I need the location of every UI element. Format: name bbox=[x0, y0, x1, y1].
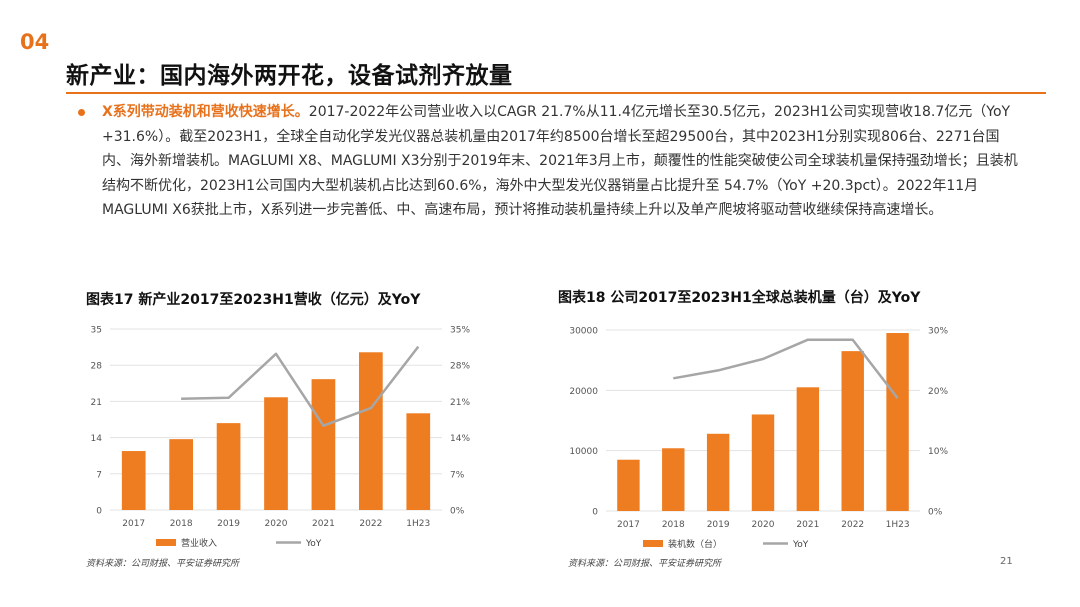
bar-2020 bbox=[751, 414, 775, 511]
bar-2020 bbox=[264, 397, 288, 510]
chart1-source: 资料来源：公司财报、平安证券研究所 bbox=[86, 559, 240, 569]
legend-line-label: YoY bbox=[792, 540, 809, 550]
y-tick-label: 10000 bbox=[569, 447, 598, 457]
x-tick-label: 2020 bbox=[752, 520, 775, 530]
bar-1H23 bbox=[886, 333, 909, 511]
y2-tick-label: 0% bbox=[450, 507, 465, 517]
bullet-paragraph: X系列带动装机和营收快速增长。2017-2022年公司营业收入以CAGR 21.… bbox=[102, 100, 1022, 223]
y2-tick-label: 21% bbox=[450, 398, 470, 408]
yoy-line bbox=[673, 338, 899, 399]
y-tick-label: 30000 bbox=[569, 327, 598, 337]
legend-bar-label: 装机数（台） bbox=[668, 538, 722, 550]
bullet-text: 2017-2022年公司营业收入以CAGR 21.7%从11.4亿元增长至30.… bbox=[102, 104, 1018, 218]
x-tick-label: 2017 bbox=[617, 520, 640, 530]
y-tick-label: 28 bbox=[91, 362, 103, 372]
chart2-source: 资料来源：公司财报、平安证券研究所 bbox=[568, 559, 722, 569]
bar-2019 bbox=[216, 423, 241, 510]
x-tick-label: 1H23 bbox=[886, 520, 910, 530]
x-tick-label: 2018 bbox=[170, 519, 193, 529]
bar-2022 bbox=[841, 351, 864, 511]
x-tick-label: 2022 bbox=[359, 519, 382, 529]
bar-2019 bbox=[706, 433, 730, 511]
y2-tick-label: 20% bbox=[928, 387, 948, 397]
y2-tick-label: 35% bbox=[450, 326, 470, 336]
section-number: 04 bbox=[20, 30, 50, 54]
title-underline bbox=[66, 92, 1046, 94]
y-tick-label: 7 bbox=[96, 470, 102, 480]
x-tick-label: 2019 bbox=[217, 519, 240, 529]
page-title: 新产业：国内海外两开花，设备试剂齐放量 bbox=[66, 63, 513, 89]
chart-installations: 0 10000 20000 30000 0% 10% 20% 30% 2017 2018 2019 2… bbox=[569, 327, 948, 551]
y-tick-label: 14 bbox=[91, 434, 103, 444]
bar-2017 bbox=[617, 459, 640, 511]
bullet-highlight: X系列带动装机和营收快速增长。 bbox=[102, 104, 309, 120]
y2-tick-label: 0% bbox=[928, 508, 943, 518]
y-tick-label: 0 bbox=[592, 508, 598, 518]
chart2-title: 图表18 公司2017至2023H1全球总装机量（台）及YoY bbox=[558, 290, 921, 306]
y-tick-label: 35 bbox=[91, 326, 102, 336]
bar-1H23 bbox=[406, 413, 431, 510]
chart-revenue: 0 7 14 21 28 35 0% 7% 14% 21% 28% 35% 2017 2018 2019 20… bbox=[91, 326, 471, 550]
legend-line-label: YoY bbox=[305, 539, 322, 549]
y2-tick-label: 28% bbox=[450, 362, 470, 372]
x-tick-label: 2017 bbox=[122, 519, 145, 529]
bar-2018 bbox=[662, 448, 685, 511]
x-tick-label: 2021 bbox=[312, 519, 335, 529]
bar-2021 bbox=[311, 379, 336, 510]
page-number: 21 bbox=[1000, 556, 1013, 567]
x-tick-label: 1H23 bbox=[406, 519, 430, 529]
x-tick-label: 2018 bbox=[662, 520, 685, 530]
y2-tick-label: 14% bbox=[450, 434, 470, 444]
y-tick-label: 20000 bbox=[569, 387, 598, 397]
chart1-title: 图表17 新产业2017至2023H1营收（亿元）及YoY bbox=[86, 292, 421, 308]
legend-bar-swatch bbox=[156, 539, 176, 546]
x-tick-label: 2020 bbox=[265, 519, 288, 529]
legend-bar-swatch bbox=[643, 540, 663, 547]
y-tick-label: 21 bbox=[91, 398, 102, 408]
bar-2018 bbox=[169, 439, 193, 510]
yoy-line bbox=[181, 345, 420, 427]
x-tick-label: 2021 bbox=[796, 520, 819, 530]
y2-tick-label: 30% bbox=[928, 327, 948, 337]
legend-bar-label: 营业收入 bbox=[181, 537, 217, 549]
y2-tick-label: 10% bbox=[928, 447, 948, 457]
x-tick-label: 2022 bbox=[841, 520, 864, 530]
y-tick-label: 0 bbox=[96, 507, 102, 517]
bar-2021 bbox=[796, 387, 820, 511]
bar-2017 bbox=[121, 451, 146, 510]
bar-2022 bbox=[359, 352, 383, 510]
bullet-dot bbox=[78, 109, 85, 116]
y2-tick-label: 7% bbox=[450, 470, 465, 480]
x-tick-label: 2019 bbox=[707, 520, 730, 530]
